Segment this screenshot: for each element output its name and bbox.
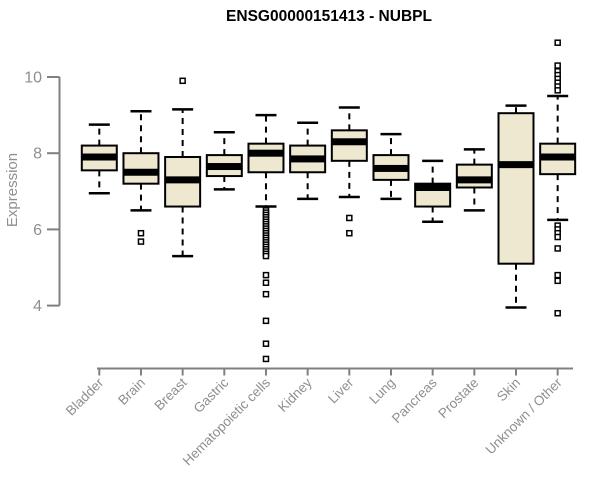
outlier-point [262,252,270,260]
median-line [123,168,159,176]
boxplot-pancreas [414,159,452,224]
outlier-point [554,62,561,69]
box-rect [497,112,535,265]
x-tick-label-prostate: Prostate [435,375,481,421]
y-tick-label: 6 [33,222,42,239]
median-line [498,161,534,169]
y-tick-label: 10 [24,70,42,87]
boxplot-kidney [289,121,327,201]
y-tick-label: 8 [33,146,42,163]
median-line [540,153,576,161]
outlier-point [554,277,561,285]
median-line [331,138,367,146]
x-tick-label-brain: Brain [115,375,148,408]
boxplot-unknown-other [539,39,577,317]
outlier-point [262,290,270,298]
x-tick-label-kidney: Kidney [275,375,315,415]
boxplot-liver [330,106,368,237]
x-tick-label-bladder: Bladder [63,375,107,419]
median-line [206,163,242,171]
median-line [415,183,451,191]
x-tick-label-liver: Liver [325,375,357,407]
outlier-point [262,340,270,347]
box-rect [247,142,285,174]
outlier-point [137,238,145,245]
median-line [248,149,284,157]
outlier-point [554,87,561,94]
box-rect [330,129,368,162]
median-line [81,153,117,161]
plot-area [80,39,577,363]
boxplot-hematopoietic-cells [247,113,285,363]
boxplot-lung [372,132,410,201]
median-line [290,155,326,163]
x-tick-label-gastric: Gastric [191,375,232,416]
boxplot-brain [122,110,160,245]
boxplot-skin [497,104,535,309]
y-tick-label: 4 [33,298,42,315]
x-tick-label-unknown-other: Unknown / Other [483,375,566,458]
outlier-point [179,77,186,85]
boxplot-bladder [80,123,118,195]
outlier-point [346,229,353,237]
box-rect [455,163,493,189]
x-tick-label-breast: Breast [152,375,190,413]
median-line [165,176,201,184]
y-axis: 4 6 8 10 [24,70,61,315]
outlier-point [554,245,561,252]
outlier-point [554,39,561,46]
outlier-point [137,229,145,237]
outlier-point [262,279,270,286]
outlier-point [262,355,270,363]
outlier-point [554,233,561,241]
y-axis-title: Expression [4,153,21,227]
x-tick-label-pancreas: Pancreas [389,375,440,426]
outlier-point [346,214,353,222]
outlier-point [262,317,270,325]
boxplot-breast [164,77,202,258]
chart-title: ENSG00000151413 - NUBPL [226,8,432,25]
box-rect [122,152,160,185]
outlier-point [554,271,561,279]
x-tick-label-skin: Skin [494,375,523,404]
outlier-point [554,309,561,317]
x-tick-label-lung: Lung [366,375,398,407]
median-line [456,176,492,184]
median-line [373,164,409,172]
boxplot-gastric [205,130,243,191]
boxplot-prostate [455,148,493,212]
outlier-point [262,271,270,279]
